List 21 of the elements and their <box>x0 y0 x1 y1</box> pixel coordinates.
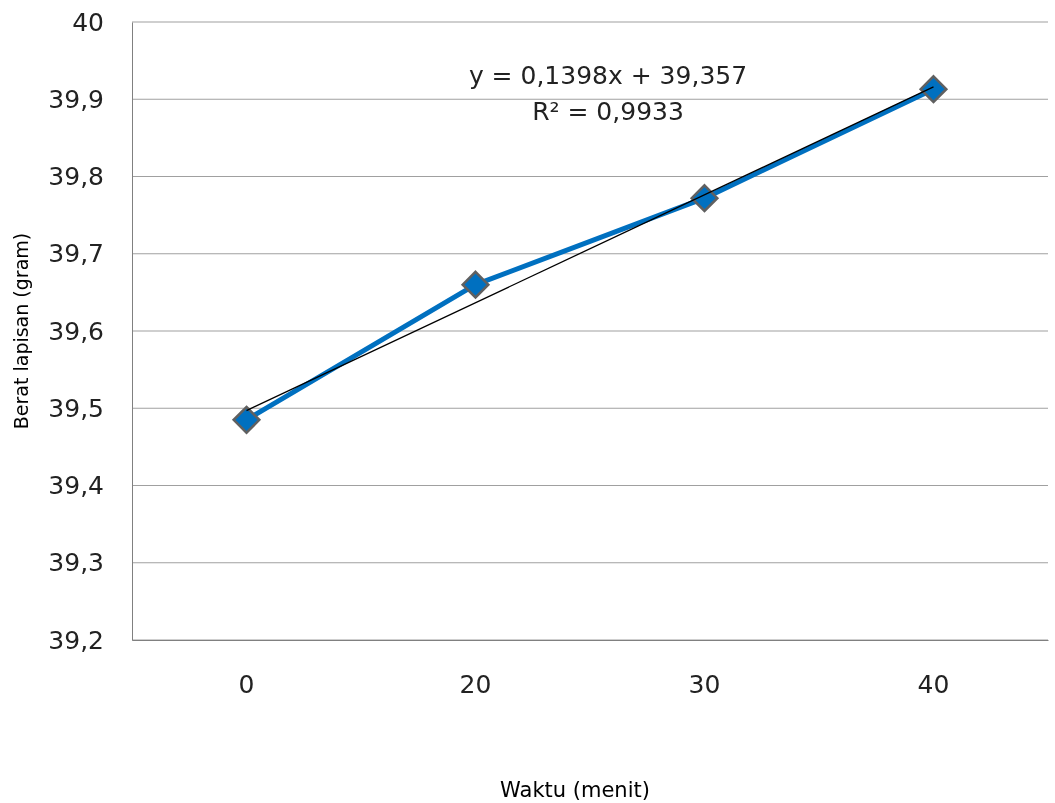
y-tick-label: 39,7 <box>48 239 104 269</box>
y-tick-label: 39,9 <box>48 84 104 114</box>
x-tick-label: 40 <box>917 669 950 699</box>
y-tick-label: 39,3 <box>48 548 104 578</box>
point <box>232 405 261 434</box>
point <box>461 270 490 299</box>
y-tick-label: 39,6 <box>48 316 104 346</box>
annotation: R² = 0,9933 <box>532 97 684 126</box>
y-tick-label: 40 <box>72 7 104 37</box>
x-tick-label: 20 <box>459 669 492 699</box>
y-tick-label: 39,2 <box>48 625 104 655</box>
y-tick-label: 39,8 <box>48 162 104 191</box>
annotation: y = 0,1398x + 39,357 <box>468 61 748 90</box>
y-tick-label: 39,4 <box>48 471 104 500</box>
point <box>690 184 719 213</box>
y-axis-title: Berat lapisan (gram) <box>10 232 32 430</box>
x-tick-label: 0 <box>238 669 255 699</box>
x-tick-label: 30 <box>688 669 721 699</box>
x-axis-title: Waktu (menit) <box>500 778 650 802</box>
point <box>919 75 948 104</box>
y-tick-label: 39,5 <box>48 393 104 423</box>
